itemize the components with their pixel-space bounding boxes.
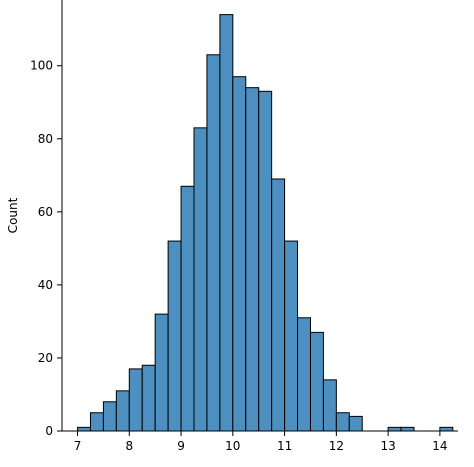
x-tick-label: 9 (177, 439, 185, 453)
histogram-bar (284, 240, 299, 432)
x-tick-label: 7 (74, 439, 82, 453)
histogram-bar (154, 313, 169, 432)
y-tick-label: 80 (38, 132, 53, 146)
histogram-bar (167, 240, 182, 432)
histogram-bar (77, 426, 91, 432)
histogram-bar (232, 76, 247, 432)
x-tick-label: 12 (329, 439, 344, 453)
x-axis-ticks: 7 8 9 10 11 12 13 14 (74, 431, 448, 453)
histogram-bar (387, 426, 402, 432)
histogram-bar (180, 185, 195, 432)
histogram-bar (309, 331, 324, 432)
y-tick-label: 20 (38, 351, 53, 365)
y-axis-label: Count (6, 197, 20, 233)
histogram-bar (115, 390, 130, 432)
x-tick-label: 8 (125, 439, 133, 453)
histogram-bar (245, 87, 260, 432)
histogram-bar (89, 412, 104, 432)
histogram-bar (335, 412, 350, 432)
histogram-bar (297, 317, 311, 432)
y-axis-ticks: 0 20 40 60 80 100 (30, 59, 62, 438)
x-tick-label: 13 (380, 439, 395, 453)
y-tick-label: 40 (38, 278, 53, 292)
histogram-bar (206, 54, 221, 432)
histogram-bar (193, 127, 208, 432)
bars-group (77, 14, 454, 432)
histogram-bar (348, 415, 363, 432)
y-tick-label: 60 (38, 205, 53, 219)
histogram-bar (141, 364, 156, 432)
histogram-bar (128, 368, 143, 432)
histogram-bar (439, 426, 454, 432)
histogram-bar (219, 14, 234, 432)
y-tick-label: 0 (45, 424, 53, 438)
x-tick-label: 14 (432, 439, 447, 453)
histogram-bar (258, 90, 273, 432)
histogram-bar (400, 426, 415, 432)
histogram-bar (102, 401, 117, 432)
histogram-bar (271, 178, 286, 432)
histogram-bar (322, 379, 337, 432)
x-tick-label: 11 (277, 439, 292, 453)
x-tick-label: 10 (225, 439, 240, 453)
y-tick-label: 100 (30, 59, 53, 73)
